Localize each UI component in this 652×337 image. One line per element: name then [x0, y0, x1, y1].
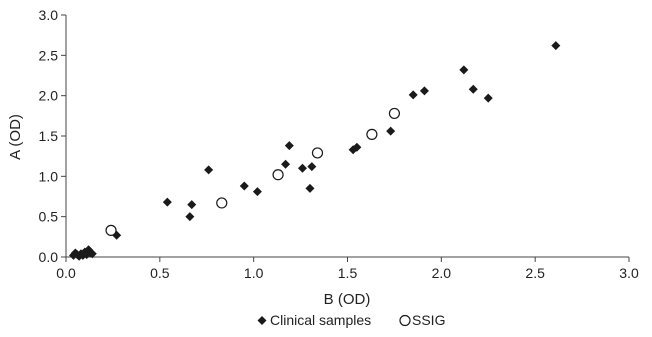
y-tick-label: 2.0 — [39, 88, 59, 104]
legend-label-ssig: SSIG — [412, 312, 445, 328]
clinical-sample-point — [468, 84, 478, 94]
y-tick-label: 1.0 — [39, 168, 59, 184]
x-tick-label: 0.0 — [56, 265, 76, 281]
ssig-point — [388, 107, 401, 120]
clinical-sample-point — [483, 93, 493, 103]
plot-area — [69, 41, 561, 261]
clinical-sample-point — [252, 187, 262, 197]
x-axis-title: B (OD) — [324, 291, 371, 308]
clinical-sample-point — [204, 165, 214, 175]
ssig-point — [311, 147, 324, 159]
y-tick-label: 1.5 — [39, 128, 59, 144]
legend-diamond-marker — [257, 316, 267, 325]
clinical-sample-point — [297, 163, 307, 173]
clinical-sample-point — [459, 65, 469, 75]
clinical-sample-point — [408, 90, 418, 100]
x-axis: 0.0 0.5 1.0 1.5 2.0 2.5 3.0 — [56, 256, 639, 281]
y-tick-label: 2.5 — [39, 47, 59, 63]
clinical-sample-point — [551, 41, 561, 51]
ssig-point — [216, 197, 228, 209]
clinical-sample-point — [386, 126, 396, 136]
x-tick-label: 0.5 — [150, 265, 170, 281]
clinical-sample-point — [352, 142, 362, 152]
y-tick-label: 3.0 — [39, 7, 59, 23]
clinical-sample-point — [185, 212, 195, 222]
legend-item-ssig: SSIG — [399, 312, 445, 328]
ssig-point — [272, 169, 284, 181]
y-axis: 0.0 0.5 1.0 1.5 2.0 2.5 3.0 — [39, 7, 67, 265]
x-tick-label: 1.0 — [244, 265, 264, 281]
clinical-sample-point — [307, 162, 317, 172]
clinical-sample-point — [239, 181, 249, 191]
y-axis-title: A (OD) — [7, 114, 24, 160]
clinical-sample-point — [305, 183, 315, 193]
clinical-sample-point — [281, 159, 291, 169]
x-tick-label: 2.0 — [432, 265, 452, 281]
legend-label-clinical-samples: Clinical samples — [270, 312, 371, 328]
y-tick-label: 0.0 — [39, 249, 59, 265]
clinical-sample-point — [87, 249, 97, 259]
x-tick-label: 1.5 — [338, 265, 358, 281]
clinical-sample-point — [187, 200, 197, 210]
x-tick-label: 2.5 — [525, 265, 545, 281]
clinical-sample-point — [162, 197, 172, 207]
clinical-sample-point — [284, 141, 294, 151]
legend-item-clinical-samples: Clinical samples — [257, 312, 371, 328]
legend-circle-marker — [399, 314, 411, 327]
clinical-sample-point — [419, 86, 429, 96]
y-tick-label: 0.5 — [39, 209, 59, 225]
ssig-point — [366, 128, 378, 140]
ssig-point — [105, 224, 117, 236]
x-tick-label: 3.0 — [619, 265, 639, 281]
legend: Clinical samples SSIG — [257, 312, 445, 328]
